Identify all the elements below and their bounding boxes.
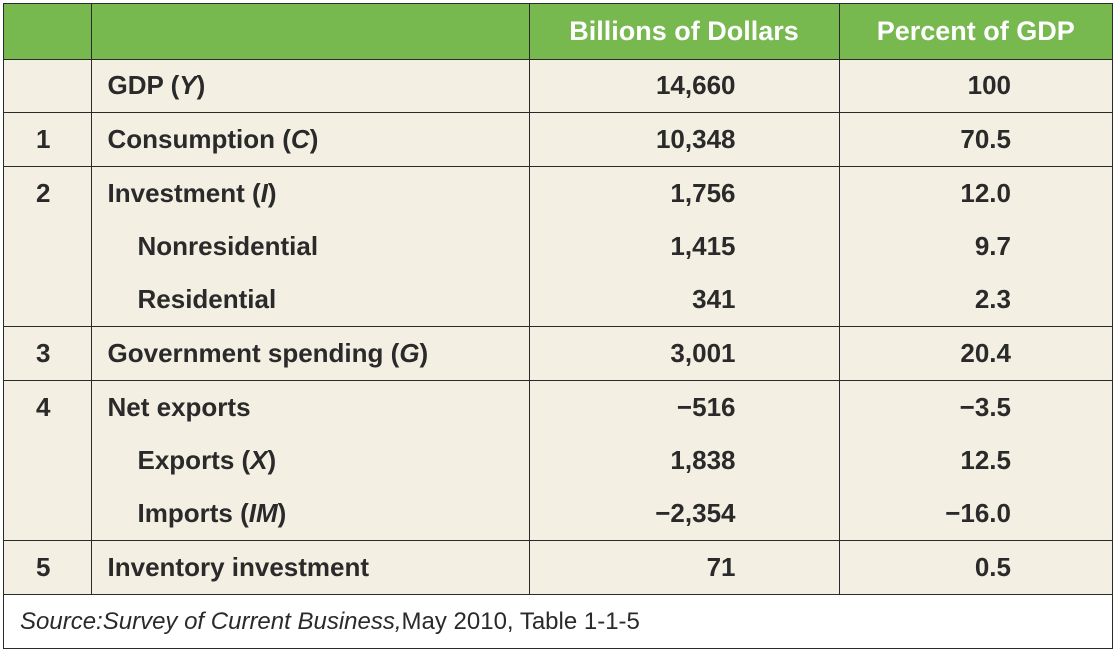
row-label: Exports (X) bbox=[90, 433, 529, 487]
row-label-symbol: X bbox=[250, 444, 268, 475]
row-number bbox=[4, 434, 91, 488]
gdp-composition-table: Billions of Dollars Percent of GDP GDP (… bbox=[4, 4, 1112, 594]
row-percent-value: 2.3 bbox=[838, 273, 1112, 327]
row-percent-value: 0.5 bbox=[838, 540, 1112, 594]
row-number: 1 bbox=[4, 112, 91, 166]
row-billions-value: 71 bbox=[528, 540, 839, 594]
row-label-symbol: IM bbox=[248, 498, 278, 528]
table-row: 1 Consumption (C) 10,348 70.5 bbox=[4, 112, 1112, 166]
row-label-symbol: I bbox=[260, 177, 268, 208]
row-percent-value: 12.5 bbox=[838, 433, 1112, 487]
row-number bbox=[4, 220, 91, 274]
row-label-text: Net exports bbox=[107, 391, 251, 422]
row-label-text: Residential bbox=[137, 284, 277, 314]
row-label-symbol: Y bbox=[179, 70, 197, 101]
row-billions-value: 3,001 bbox=[528, 326, 839, 380]
row-label-close: ) bbox=[267, 177, 277, 208]
row-billions-value: −2,354 bbox=[528, 487, 839, 541]
header-number bbox=[4, 4, 91, 60]
header-component bbox=[90, 4, 529, 60]
header-billions: Billions of Dollars bbox=[528, 4, 839, 60]
row-percent-value: 9.7 bbox=[838, 219, 1112, 273]
table-row: Exports (X) 1,838 12.5 bbox=[4, 433, 1112, 488]
row-percent-value: 12.0 bbox=[838, 165, 1112, 220]
row-billions-value: 14,660 bbox=[528, 59, 839, 113]
row-label-text: Consumption ( bbox=[107, 123, 291, 154]
row-label-close: ) bbox=[309, 123, 319, 154]
source-detail: May 2010, Table 1-1-5 bbox=[401, 607, 640, 635]
row-label-close: ) bbox=[419, 337, 429, 368]
row-label: Consumption (C) bbox=[90, 112, 529, 166]
row-billions-value: 1,415 bbox=[528, 219, 839, 273]
row-percent-value: 100 bbox=[838, 59, 1112, 113]
row-number bbox=[4, 487, 91, 541]
table-body: GDP (Y) 14,660 100 1 Consumption (C) 10,348 70… bbox=[4, 59, 1112, 594]
row-label: Inventory investment bbox=[90, 540, 529, 594]
row-label-symbol: C bbox=[290, 123, 310, 154]
row-label-symbol: G bbox=[399, 337, 420, 368]
row-billions-value: 1,756 bbox=[528, 165, 839, 220]
row-percent-value: 20.4 bbox=[838, 326, 1112, 380]
table-row: Imports (IM) −2,354 −16.0 bbox=[4, 487, 1112, 541]
row-label: Nonresidential bbox=[90, 219, 529, 273]
table-row: GDP (Y) 14,660 100 bbox=[4, 59, 1112, 113]
source-note: Source: Survey of Current Business, May … bbox=[4, 594, 1112, 648]
row-label-text: Inventory investment bbox=[107, 552, 370, 582]
table-header-row: Billions of Dollars Percent of GDP bbox=[4, 4, 1112, 60]
row-label: Residential bbox=[90, 273, 529, 327]
header-percent: Percent of GDP bbox=[838, 4, 1112, 60]
row-billions-value: −516 bbox=[528, 379, 839, 434]
row-percent-value: −3.5 bbox=[838, 379, 1112, 434]
row-label: Net exports bbox=[90, 379, 529, 434]
row-number bbox=[4, 273, 91, 327]
row-billions-value: 10,348 bbox=[528, 112, 839, 166]
row-label-text: Investment ( bbox=[107, 177, 261, 208]
row-number bbox=[4, 59, 91, 113]
row-number: 5 bbox=[4, 540, 91, 594]
row-label-text: Nonresidential bbox=[137, 230, 319, 261]
row-number: 3 bbox=[4, 326, 91, 380]
row-number: 2 bbox=[4, 165, 91, 220]
row-percent-value: −16.0 bbox=[838, 487, 1112, 541]
row-label: Investment (I) bbox=[90, 165, 529, 220]
row-label: Government spending (G) bbox=[90, 326, 529, 380]
row-label-text: GDP ( bbox=[107, 70, 180, 101]
gdp-composition-table-frame: Billions of Dollars Percent of GDP GDP (… bbox=[3, 3, 1113, 649]
row-label-text: Government spending ( bbox=[107, 337, 400, 368]
row-billions-value: 341 bbox=[528, 273, 839, 327]
table-row: 3 Government spending (G) 3,001 20.4 bbox=[4, 326, 1112, 380]
row-percent-value: 70.5 bbox=[838, 112, 1112, 166]
row-label-close: ) bbox=[267, 444, 277, 475]
row-label: Imports (IM) bbox=[90, 487, 529, 541]
row-label-text: Exports ( bbox=[137, 444, 251, 475]
row-billions-value: 1,838 bbox=[528, 433, 839, 487]
table-row: 5 Inventory investment 71 0.5 bbox=[4, 540, 1112, 594]
row-label-close: ) bbox=[196, 70, 206, 101]
table-row: 4 Net exports −516 −3.5 bbox=[4, 379, 1112, 434]
row-label-close: ) bbox=[277, 498, 287, 528]
row-label: GDP (Y) bbox=[90, 59, 529, 113]
row-number: 4 bbox=[4, 379, 91, 434]
source-prefix: Source: bbox=[20, 607, 103, 635]
table-row: 2 Investment (I) 1,756 12.0 bbox=[4, 165, 1112, 220]
source-publication: Survey of Current Business, bbox=[102, 607, 402, 635]
table-row: Nonresidential 1,415 9.7 bbox=[4, 219, 1112, 274]
row-label-text: Imports ( bbox=[137, 498, 249, 528]
table-row: Residential 341 2.3 bbox=[4, 273, 1112, 327]
